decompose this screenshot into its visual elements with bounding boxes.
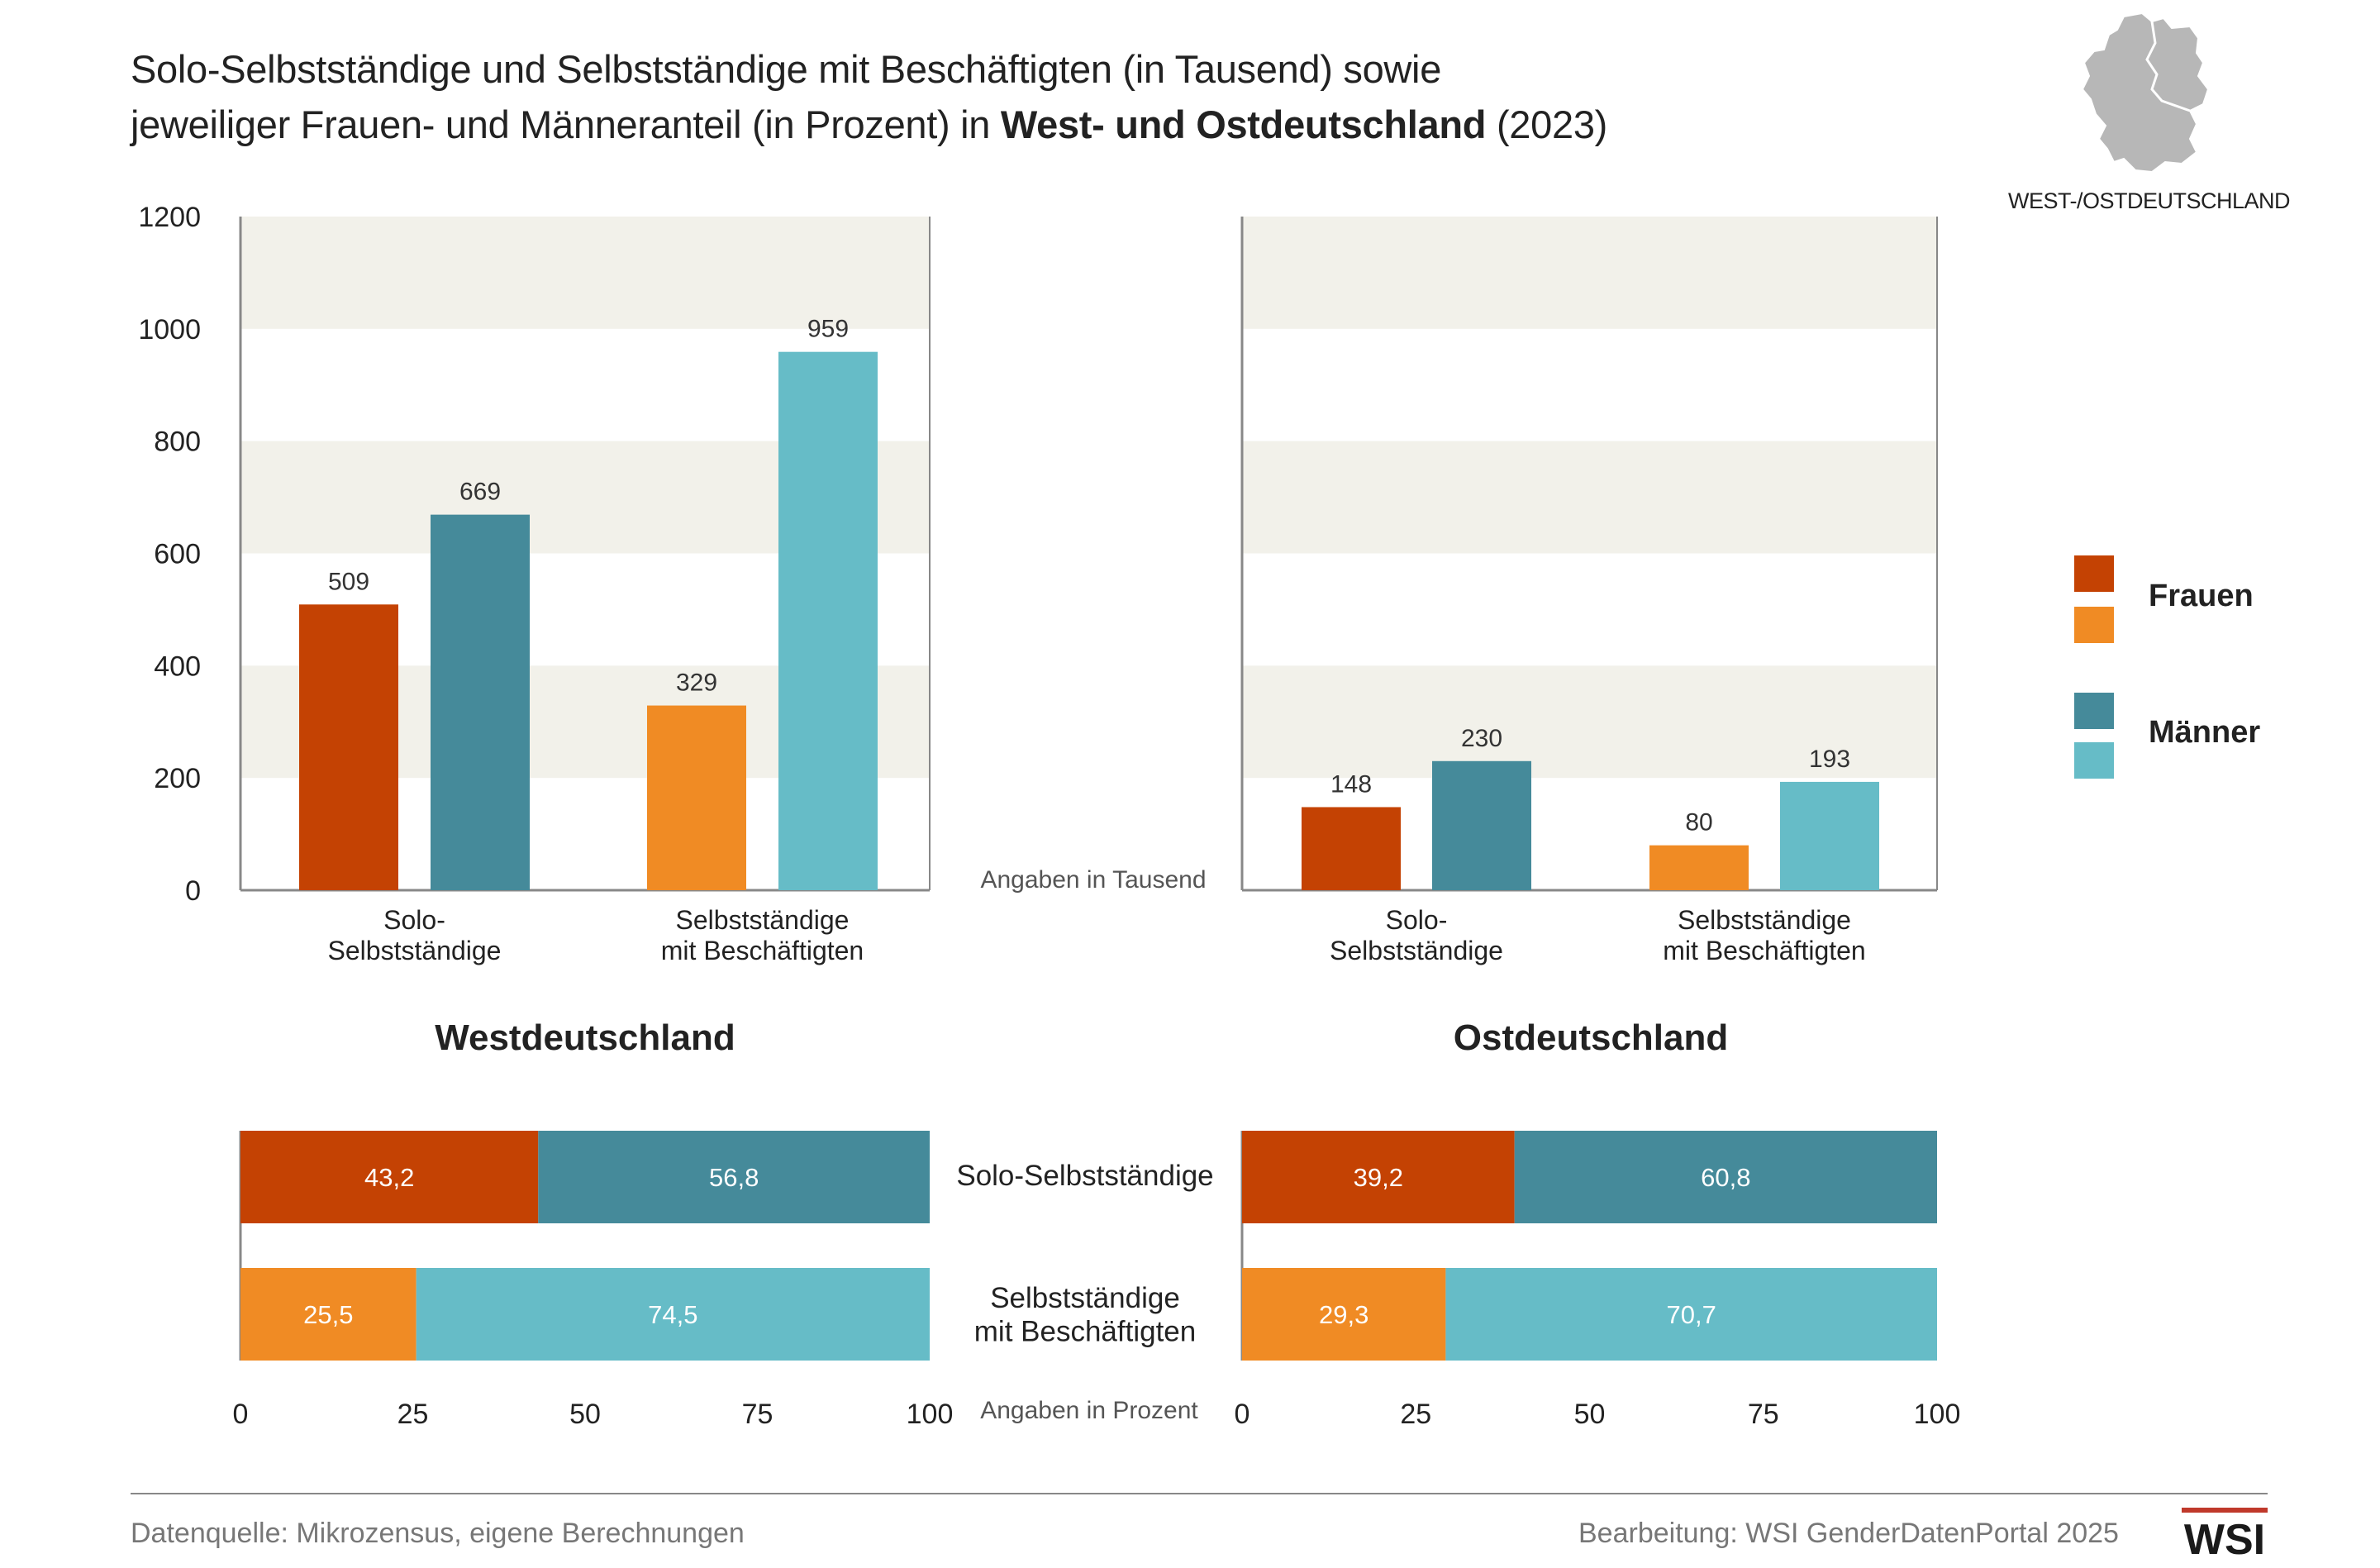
bar-value-label: 959 bbox=[807, 316, 849, 343]
bar-value-label: 193 bbox=[1809, 746, 1850, 773]
y-tick-label: 600 bbox=[154, 539, 201, 570]
category-label: Selbstständige mit Beschäftigten bbox=[1663, 905, 1865, 965]
category-label: Solo-Selbstständige bbox=[1330, 905, 1503, 965]
wsi-logo: WSI bbox=[2182, 1508, 2268, 1559]
stacked-value-label: 29,3 bbox=[1319, 1300, 1368, 1329]
stacked-bar-frauen bbox=[1242, 1268, 1446, 1361]
stacked-bar-maenner bbox=[538, 1131, 930, 1223]
legend-swatch-maenner-solo bbox=[2074, 693, 2114, 729]
data-source: Datenquelle: Mikrozensus, eigene Berechn… bbox=[131, 1518, 745, 1549]
unit-label-prozent: Angaben in Prozent bbox=[980, 1397, 1198, 1424]
x-tick-label: 25 bbox=[1400, 1399, 1431, 1430]
stacked-bar-maenner bbox=[416, 1268, 930, 1361]
category-label: Selbstständige mit Beschäftigten bbox=[661, 905, 864, 965]
unit-label-tausend: Angaben in Tausend bbox=[980, 866, 1206, 894]
stacked-value-label: 25,5 bbox=[303, 1300, 353, 1329]
x-tick-label: 75 bbox=[742, 1399, 774, 1430]
bar-value-label: 669 bbox=[459, 479, 501, 506]
y-tick-label: 200 bbox=[154, 763, 201, 794]
stacked-value-label: 60,8 bbox=[1701, 1163, 1750, 1192]
legend-label-frauen: Frauen bbox=[2149, 579, 2254, 613]
x-tick-label: 75 bbox=[1748, 1399, 1779, 1430]
title-line-2-start: jeweiliger Frauen- und Männeranteil (in … bbox=[131, 102, 1001, 146]
x-tick-label: 0 bbox=[1235, 1399, 1250, 1430]
bar-maenner-solo-west bbox=[431, 514, 530, 890]
region-title: Westdeutschland bbox=[435, 1018, 735, 1058]
bar-frauen-solo-west bbox=[299, 604, 398, 890]
legend-swatch-maenner-mit bbox=[2074, 742, 2114, 779]
stacked-bar-frauen bbox=[240, 1131, 539, 1223]
stacked-value-label: 74,5 bbox=[648, 1300, 697, 1329]
x-tick-label: 100 bbox=[907, 1399, 954, 1430]
bar-frauen-solo-ost bbox=[1302, 807, 1401, 890]
bar-frauen-mit-west bbox=[647, 705, 746, 890]
bar-maenner-mit-west bbox=[778, 351, 878, 890]
legend-label-maenner: Männer bbox=[2149, 715, 2261, 750]
x-tick-label: 100 bbox=[1914, 1399, 1961, 1430]
bar-maenner-mit-ost bbox=[1780, 781, 1879, 890]
bar-maenner-solo-ost bbox=[1432, 760, 1531, 890]
bar-value-label: 230 bbox=[1461, 725, 1502, 752]
bar-value-label: 148 bbox=[1330, 770, 1372, 798]
row-label: Solo-Selbstständige bbox=[956, 1160, 1213, 1192]
map-label: WEST-/OSTDEUTSCHLAND bbox=[2008, 188, 2291, 213]
bar-value-label: 509 bbox=[328, 568, 369, 595]
stacked-bar-frauen bbox=[1242, 1131, 1515, 1223]
chart-title: Solo-Selbstständige und Selbstständige m… bbox=[131, 41, 1607, 152]
gridline-band bbox=[1242, 217, 1937, 329]
bar-frauen-mit-ost bbox=[1649, 845, 1749, 890]
y-tick-label: 0 bbox=[185, 875, 201, 907]
stacked-value-label: 43,2 bbox=[364, 1163, 414, 1192]
footer-divider bbox=[131, 1493, 2268, 1494]
title-line-2: jeweiliger Frauen- und Männeranteil (in … bbox=[131, 97, 1607, 152]
germany-map-icon bbox=[2066, 10, 2231, 183]
title-line-2-bold: West- und Ostdeutschland bbox=[1000, 102, 1487, 146]
y-tick-label: 1200 bbox=[138, 202, 201, 233]
title-line-1: Solo-Selbstständige und Selbstständige m… bbox=[131, 47, 1442, 91]
gridline-band bbox=[1242, 441, 1937, 554]
category-label: Solo-Selbstständige bbox=[328, 905, 502, 965]
y-tick-label: 1000 bbox=[138, 314, 201, 346]
bar-value-label: 329 bbox=[676, 670, 717, 697]
y-tick-label: 800 bbox=[154, 427, 201, 458]
stacked-value-label: 56,8 bbox=[709, 1163, 759, 1192]
title-line-2-end: (2023) bbox=[1486, 102, 1608, 146]
legend-swatch-frauen-solo bbox=[2074, 555, 2114, 592]
row-label: Selbstständige mit Beschäftigten bbox=[974, 1282, 1196, 1347]
legend-swatch-frauen-mit bbox=[2074, 607, 2114, 643]
x-tick-label: 50 bbox=[1574, 1399, 1606, 1430]
credit: Bearbeitung: WSI GenderDatenPortal 2025 bbox=[1578, 1518, 2119, 1549]
stacked-bar-maenner bbox=[1445, 1268, 1937, 1361]
stacked-bar-frauen bbox=[240, 1268, 416, 1361]
wsi-logo-text: WSI bbox=[2184, 1516, 2265, 1559]
x-tick-label: 50 bbox=[569, 1399, 601, 1430]
stacked-value-label: 39,2 bbox=[1354, 1163, 1403, 1192]
x-tick-label: 25 bbox=[397, 1399, 429, 1430]
x-tick-label: 0 bbox=[233, 1399, 249, 1430]
y-tick-label: 400 bbox=[154, 651, 201, 682]
bar-value-label: 80 bbox=[1685, 809, 1712, 836]
stacked-bar-maenner bbox=[1514, 1131, 1937, 1223]
stacked-value-label: 70,7 bbox=[1667, 1300, 1716, 1329]
gridline-band bbox=[240, 217, 930, 329]
region-title: Ostdeutschland bbox=[1454, 1018, 1729, 1058]
gridline-band bbox=[1242, 665, 1937, 779]
